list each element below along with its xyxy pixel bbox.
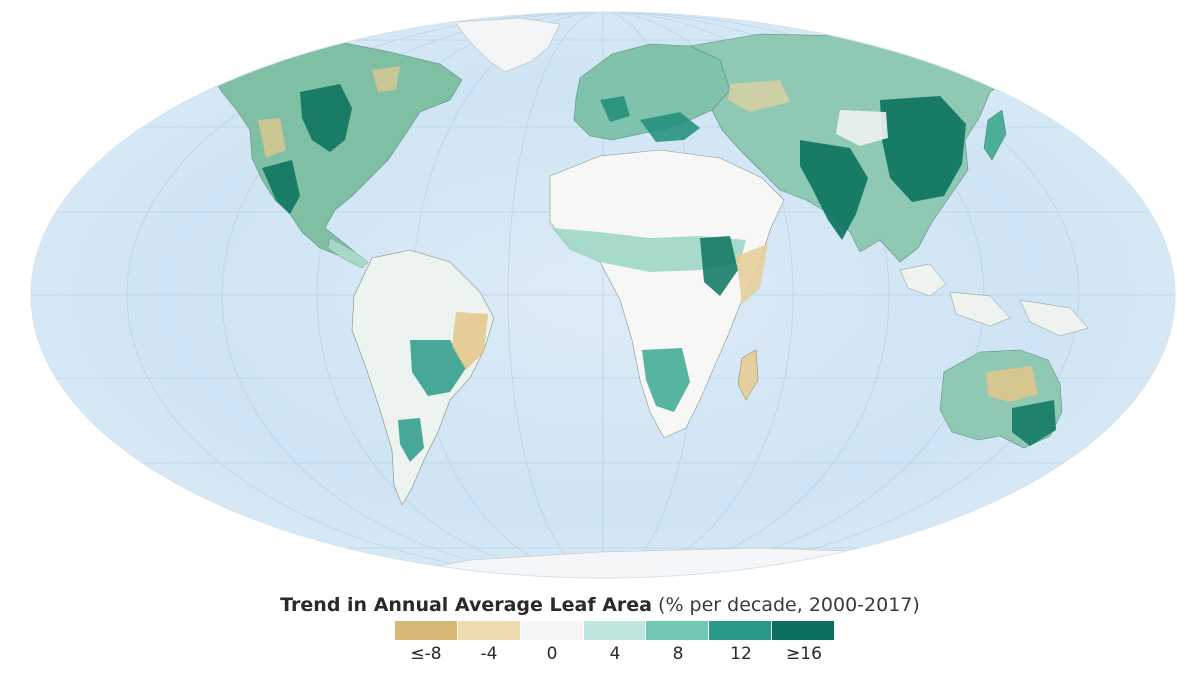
australia-browning — [986, 366, 1038, 402]
legend-title-units: (% per decade, 2000-2017) — [658, 594, 920, 616]
legend-tick-labels: ≤-8 -4 0 4 8 12 ≥16 — [395, 644, 835, 666]
east-africa-greening — [700, 236, 738, 296]
africa-landmass — [549, 149, 785, 439]
legend-swatch — [709, 621, 772, 640]
tibet-plateau — [836, 110, 888, 146]
legend-tick-label: -4 — [480, 644, 498, 664]
legend-tick-label: ≤-8 — [410, 644, 442, 664]
greenland-landmass — [454, 17, 561, 73]
globe-outline — [30, 11, 1176, 579]
south-america-greening — [398, 340, 466, 462]
legend-swatch — [646, 621, 709, 640]
north-america-browning — [258, 66, 400, 158]
north-america-forest — [262, 84, 352, 214]
legend: Trend in Annual Average Leaf Area (% per… — [0, 588, 1200, 675]
legend-tick-label: 4 — [609, 644, 621, 664]
legend-tick-label: 12 — [730, 644, 752, 664]
india-greening — [800, 140, 868, 240]
legend-tick-label: 0 — [546, 644, 558, 664]
legend-swatch — [583, 621, 646, 640]
japan-landmass — [983, 109, 1007, 161]
southern-africa-greening — [642, 348, 690, 412]
madagascar-landmass — [737, 349, 759, 401]
legend-title: Trend in Annual Average Leaf Area (% per… — [0, 594, 1200, 616]
australia-greening — [1012, 400, 1056, 446]
south-america-browning — [452, 312, 488, 370]
africa-browning — [736, 244, 768, 304]
sahel-greening — [552, 228, 746, 272]
europe-greening — [600, 96, 700, 142]
central-asia-browning — [728, 80, 790, 112]
central-america-landmass — [327, 237, 369, 269]
legend-tick-label: 8 — [672, 644, 684, 664]
legend-swatch — [772, 621, 835, 640]
legend-title-main: Trend in Annual Average Leaf Area — [280, 594, 652, 616]
legend-swatch — [395, 621, 457, 640]
legend-swatch — [520, 621, 583, 640]
legend-tick-label: ≥16 — [786, 644, 822, 664]
graticule — [31, 12, 1175, 578]
legend-swatch — [457, 621, 520, 640]
southeast-asia-islands — [899, 263, 1089, 337]
china-greening — [880, 96, 966, 202]
legend-swatches — [395, 621, 835, 640]
world-map — [30, 11, 1176, 579]
continents — [204, 17, 1099, 578]
map-canvas — [30, 11, 1176, 579]
